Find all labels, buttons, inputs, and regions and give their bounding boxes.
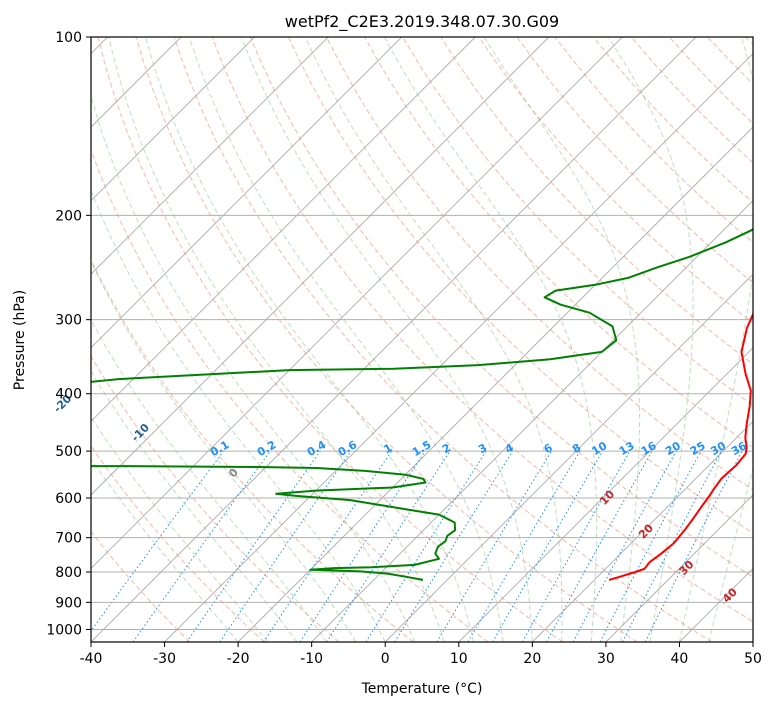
y-tick-label: 200 bbox=[55, 208, 82, 224]
y-tick-label: 500 bbox=[55, 444, 82, 460]
chart-title: wetPf2_C2E3.2019.348.07.30.G09 bbox=[285, 12, 559, 32]
y-tick-label: 100 bbox=[55, 30, 82, 46]
y-axis-label: Pressure (hPa) bbox=[12, 290, 28, 390]
x-tick-label: 0 bbox=[381, 651, 390, 667]
y-tick-label: 800 bbox=[55, 565, 82, 581]
y-tick-label: 700 bbox=[55, 531, 82, 547]
x-tick-label: -10 bbox=[300, 651, 323, 667]
x-axis-label: Temperature (°C) bbox=[361, 681, 483, 697]
x-tick-label: 10 bbox=[450, 651, 468, 667]
x-tick-label: 20 bbox=[523, 651, 541, 667]
x-tick-label: -20 bbox=[227, 651, 250, 667]
y-tick-label: 300 bbox=[55, 313, 82, 329]
x-tick-label: 40 bbox=[671, 651, 689, 667]
y-tick-label: 600 bbox=[55, 491, 82, 507]
y-tick-label: 400 bbox=[55, 387, 82, 403]
x-tick-label: 50 bbox=[744, 651, 762, 667]
y-tick-label: 1000 bbox=[46, 622, 82, 638]
x-tick-label: 30 bbox=[597, 651, 615, 667]
x-tick-label: -40 bbox=[80, 651, 103, 667]
x-tick-label: -30 bbox=[153, 651, 176, 667]
y-tick-label: 900 bbox=[55, 595, 82, 611]
